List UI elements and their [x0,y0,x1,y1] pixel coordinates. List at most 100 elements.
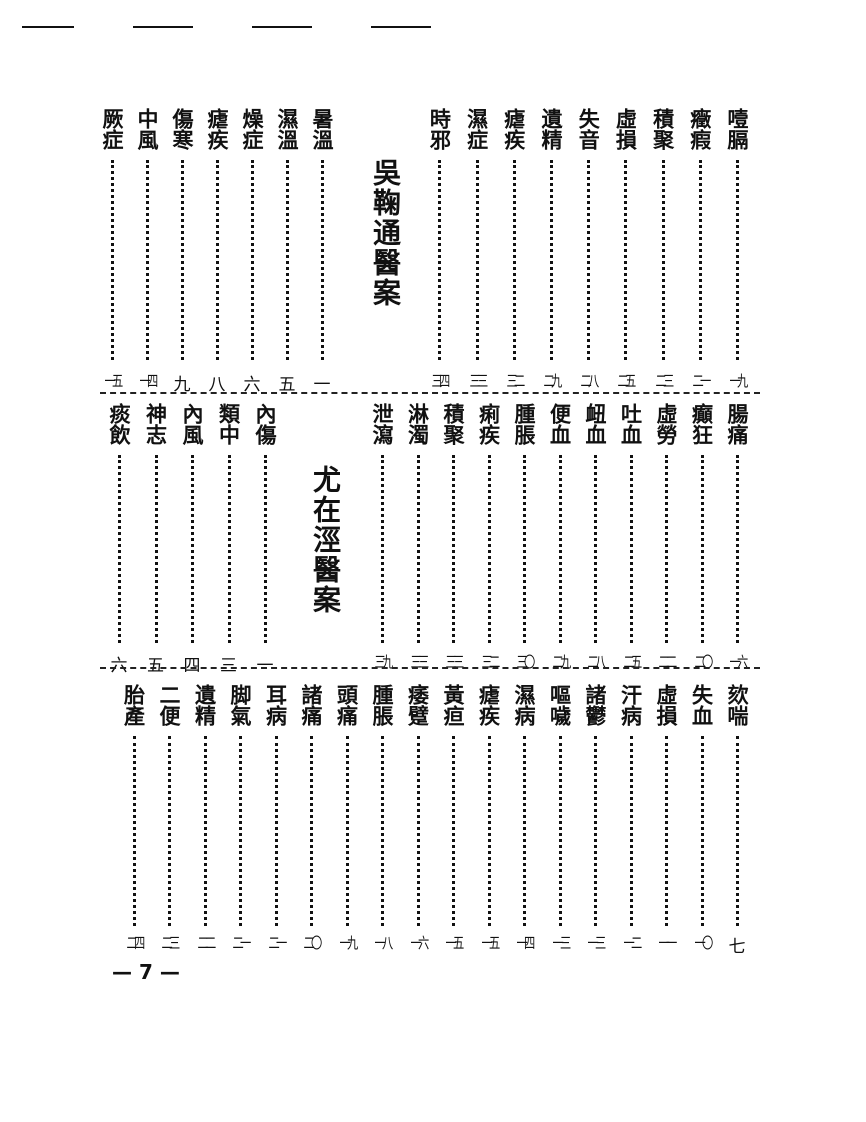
toc-entry[interactable]: 諸痛 二〇 [296,684,326,964]
entry-title: 濕病 [512,684,537,726]
dot-leader [321,160,324,360]
entry-page-number: 一三 [551,934,571,952]
entry-page-number: 二八 [580,372,600,390]
toc-entry[interactable]: 內風四 [177,403,207,683]
dot-leader [558,455,562,643]
toc-entry[interactable]: 時邪 三四 [424,108,454,390]
toc-entry[interactable]: 傷寒九 [167,108,197,395]
toc-entry[interactable]: 嘔噦 一三 [545,684,575,964]
toc-entry[interactable]: 虛損 一一 [651,684,681,964]
toc-entry[interactable]: 濕症 三三 [462,108,492,390]
toc-entry[interactable]: 諸鬱 一三 [580,684,610,964]
toc-entry[interactable]: 燥症六 [237,108,267,395]
toc-entry[interactable]: 失血 一〇 [687,684,717,964]
section-title: 吳鞠通醫案 [369,158,402,308]
entry-title: 濕症 [464,108,490,150]
entry-title: 胎產 [121,684,147,726]
entry-page-number: 二一 [692,372,711,390]
toc-entry[interactable]: 頭痛 一九 [332,684,362,964]
entry-title: 嘔噦 [547,684,573,726]
toc-entry[interactable]: 噎膈 一九 [722,108,752,390]
toc-entry[interactable]: 神志五 [141,403,171,683]
dot-leader [629,736,633,926]
entry-title: 頭痛 [334,684,360,726]
toc-entry[interactable]: 癲狂 二〇 [687,403,717,683]
toc-entry[interactable]: 腸痛 一六 [722,403,752,683]
entry-title: 汗病 [618,684,644,726]
entry-page-number: 一五 [480,934,500,952]
toc-entry[interactable]: 虛勞 二二 [651,403,681,683]
entry-page-number: 三二 [480,653,500,671]
toc-entry[interactable]: 痰飲六 [104,403,134,683]
dot-leader [416,455,420,643]
dot-leader [416,736,420,926]
toc-entry[interactable]: 瘧疾八 [202,108,232,395]
entry-page-number: 六 [243,375,261,395]
toc-entry[interactable]: 便血 二九 [545,403,575,683]
entry-page-number: 三 [220,656,237,676]
dot-leader [594,455,597,643]
dot-leader [665,455,668,643]
entry-page-number: 一二 [622,934,642,952]
dot-leader [381,455,384,643]
entry-page-number: 一四 [516,934,535,952]
toc-entry[interactable]: 暑溫一 [307,108,337,395]
toc-entry[interactable]: 吐血 二五 [616,403,646,683]
entry-title: 癥瘕 [687,108,713,150]
toc-entry[interactable]: 厥症 一五 [97,108,127,390]
toc-entry[interactable]: 內傷一 [250,403,280,683]
toc-entry[interactable]: 耳病 二一 [261,684,291,964]
entry-title: 腫脹 [512,403,537,445]
toc-entry[interactable]: 衄血 二八 [580,403,610,683]
toc-entry[interactable]: 癥瘕 二一 [685,108,715,390]
entry-page-number: 五 [147,656,164,676]
dot-leader [523,736,526,926]
toc-entry[interactable]: 欬喘七 [722,684,752,964]
toc-entry[interactable]: 遺精 二九 [536,108,566,390]
toc-entry[interactable]: 類中三 [214,403,244,683]
entry-title: 痰飲 [107,403,132,445]
entry-page-number: 一一 [658,934,677,952]
entry-page-number: 五 [278,375,296,395]
toc-entry[interactable]: 濕溫五 [272,108,302,395]
entry-page-number: 三〇 [516,653,535,671]
entry-title: 痢疾 [476,403,502,445]
toc-entry[interactable]: 失音 二八 [573,108,603,390]
toc-entry[interactable]: 痿躄 一六 [403,684,433,964]
band-divider [100,667,760,669]
dot-leader [550,160,553,360]
toc-entry[interactable]: 遺精 二二 [190,684,220,964]
toc-entry[interactable]: 積聚 三三 [438,403,468,683]
entry-page-number: 三三 [445,653,464,671]
entry-page-number: 二三 [655,372,674,390]
entry-page-number: 三九 [374,653,393,671]
entry-title: 失音 [576,108,602,150]
toc-entry[interactable]: 黃疸 一五 [438,684,468,964]
toc-entry[interactable]: 積聚 二三 [648,108,678,390]
toc-entry[interactable]: 腫脹 一八 [367,684,397,964]
dot-leader [345,736,349,926]
toc-entry[interactable]: 瘧疾 三二 [499,108,529,390]
toc-entry[interactable]: 痢疾 三二 [474,403,504,683]
dot-leader [661,160,665,360]
toc-entry[interactable]: 濕病 一四 [509,684,539,964]
toc-entry[interactable]: 中風 一四 [132,108,162,390]
dot-leader [629,455,633,643]
dot-leader [523,455,526,643]
toc-entry[interactable]: 二便 二三 [154,684,184,964]
dot-leader [239,736,242,926]
entry-title: 吐血 [618,403,644,445]
entry-page-number: 二二 [658,653,677,671]
entry-title: 傷寒 [170,108,195,150]
entry-title: 燥症 [240,108,265,150]
toc-entry[interactable]: 淋濁 三三 [403,403,433,683]
entry-page-number: 二一 [267,934,287,952]
toc-entry[interactable]: 脚氣 二一 [225,684,255,964]
toc-entry[interactable]: 瘧疾 一五 [474,684,504,964]
toc-entry[interactable]: 腫脹 三〇 [509,403,539,683]
toc-entry[interactable]: 汗病 一二 [616,684,646,964]
toc-entry[interactable]: 泄瀉 三九 [367,403,397,683]
toc-entry[interactable]: 虛損 二五 [610,108,640,390]
toc-entry[interactable]: 胎產 二四 [119,684,149,964]
entry-title: 欬喘 [725,684,750,726]
